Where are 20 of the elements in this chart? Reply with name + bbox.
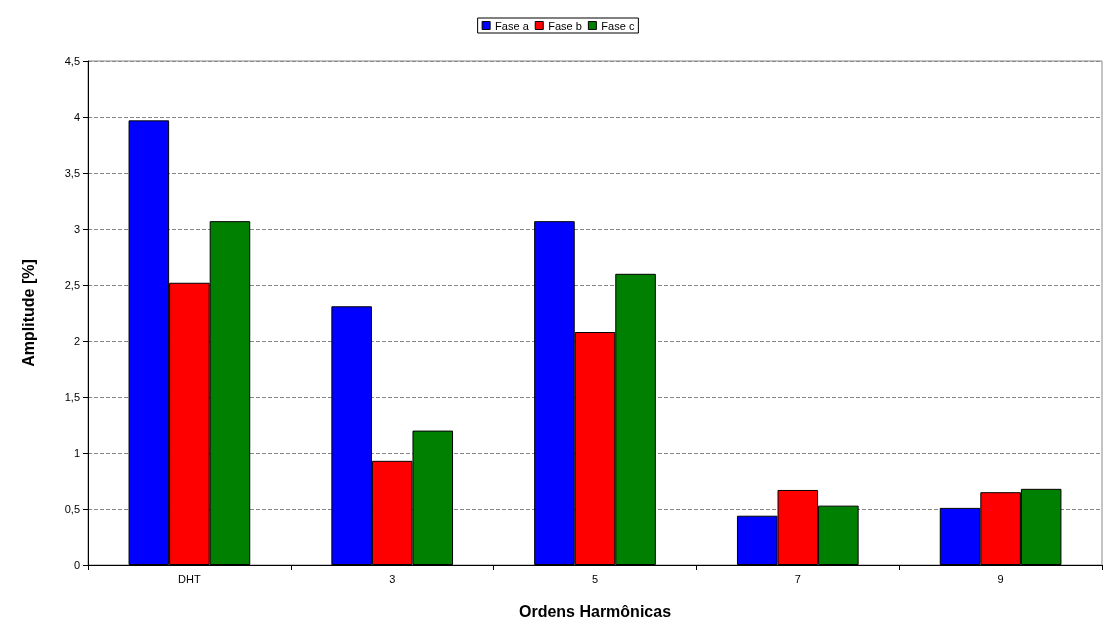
y-tick-label: 2 xyxy=(73,335,80,347)
y-tick-label: 0 xyxy=(73,559,80,571)
legend-label: Fase a xyxy=(495,19,530,32)
legend-label: Fase c xyxy=(601,19,635,32)
y-tick-label: 1,5 xyxy=(64,391,80,403)
legend-label: Fase b xyxy=(548,19,582,32)
y-tick-label: 0,5 xyxy=(64,503,80,515)
x-tick-label: 7 xyxy=(794,572,801,585)
y-axis-title: Amplitude [%] xyxy=(19,259,37,367)
x-tick-label: 5 xyxy=(591,572,599,585)
y-tick-label: 4 xyxy=(73,111,80,123)
y-tick-label: 3 xyxy=(73,223,80,235)
x-tick-label: 3 xyxy=(389,572,396,585)
y-tick-label: 1 xyxy=(73,447,80,459)
x-tick-label: DHT xyxy=(178,572,201,585)
x-tick-label: 9 xyxy=(997,572,1004,585)
x-axis-title: Ordens Harmônicas xyxy=(518,602,672,620)
y-tick-label: 4,5 xyxy=(64,55,80,67)
y-tick-label: 3,5 xyxy=(64,167,80,179)
y-tick-label: 2,5 xyxy=(64,279,80,291)
